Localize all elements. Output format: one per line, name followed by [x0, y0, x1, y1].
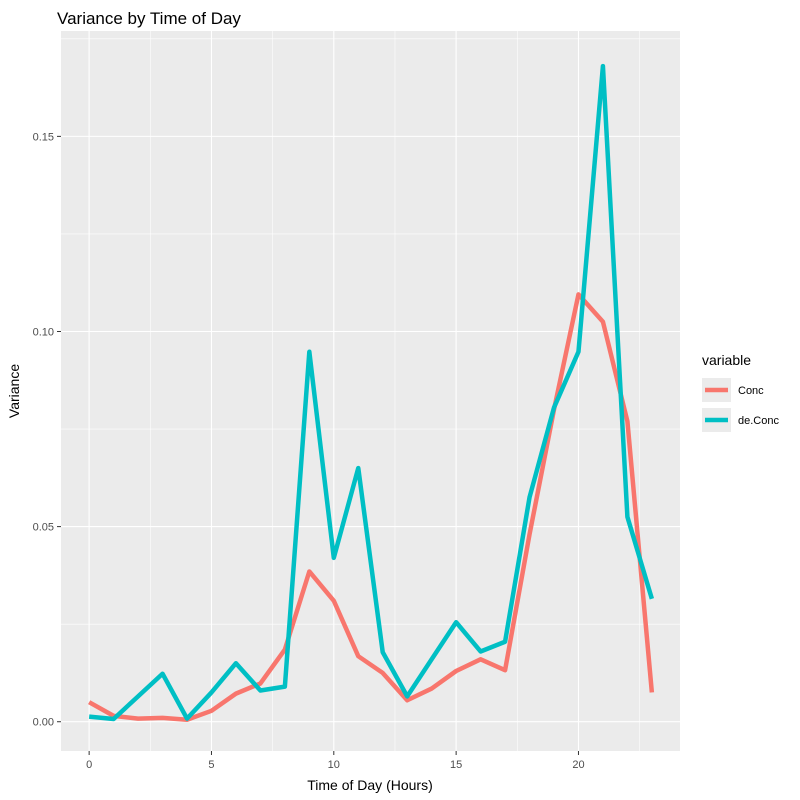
x-tick-label: 5: [208, 759, 214, 771]
legend-title: variable: [702, 352, 751, 368]
major-gridlines: [61, 31, 680, 751]
x-tick-label: 10: [328, 759, 340, 771]
x-tick-label: 20: [572, 759, 584, 771]
y-axis-ticks: 0.00 0.05 0.10 0.15: [33, 131, 61, 729]
plot-panel: [61, 31, 680, 751]
minor-gridlines: [61, 31, 680, 751]
x-axis-title: Time of Day (Hours): [307, 777, 433, 793]
x-axis-ticks: 0 5 10 15 20: [86, 751, 585, 771]
y-tick-label: 0.15: [33, 131, 54, 143]
x-tick-label: 15: [450, 759, 462, 771]
y-tick-label: 0.00: [33, 717, 54, 729]
legend-label-deconc: de.Conc: [738, 415, 779, 427]
y-axis-title: Variance: [6, 364, 22, 418]
legend: variable Conc de.Conc: [702, 352, 779, 432]
series-line-conc: [88, 292, 655, 723]
y-tick-label: 0.05: [33, 522, 54, 534]
legend-label-conc: Conc: [738, 385, 764, 397]
y-tick-label: 0.10: [33, 326, 54, 338]
x-tick-label: 0: [86, 759, 92, 771]
chart-title: Variance by Time of Day: [57, 9, 241, 28]
series-line-deconc: [88, 63, 655, 722]
series-lines: [88, 63, 655, 723]
